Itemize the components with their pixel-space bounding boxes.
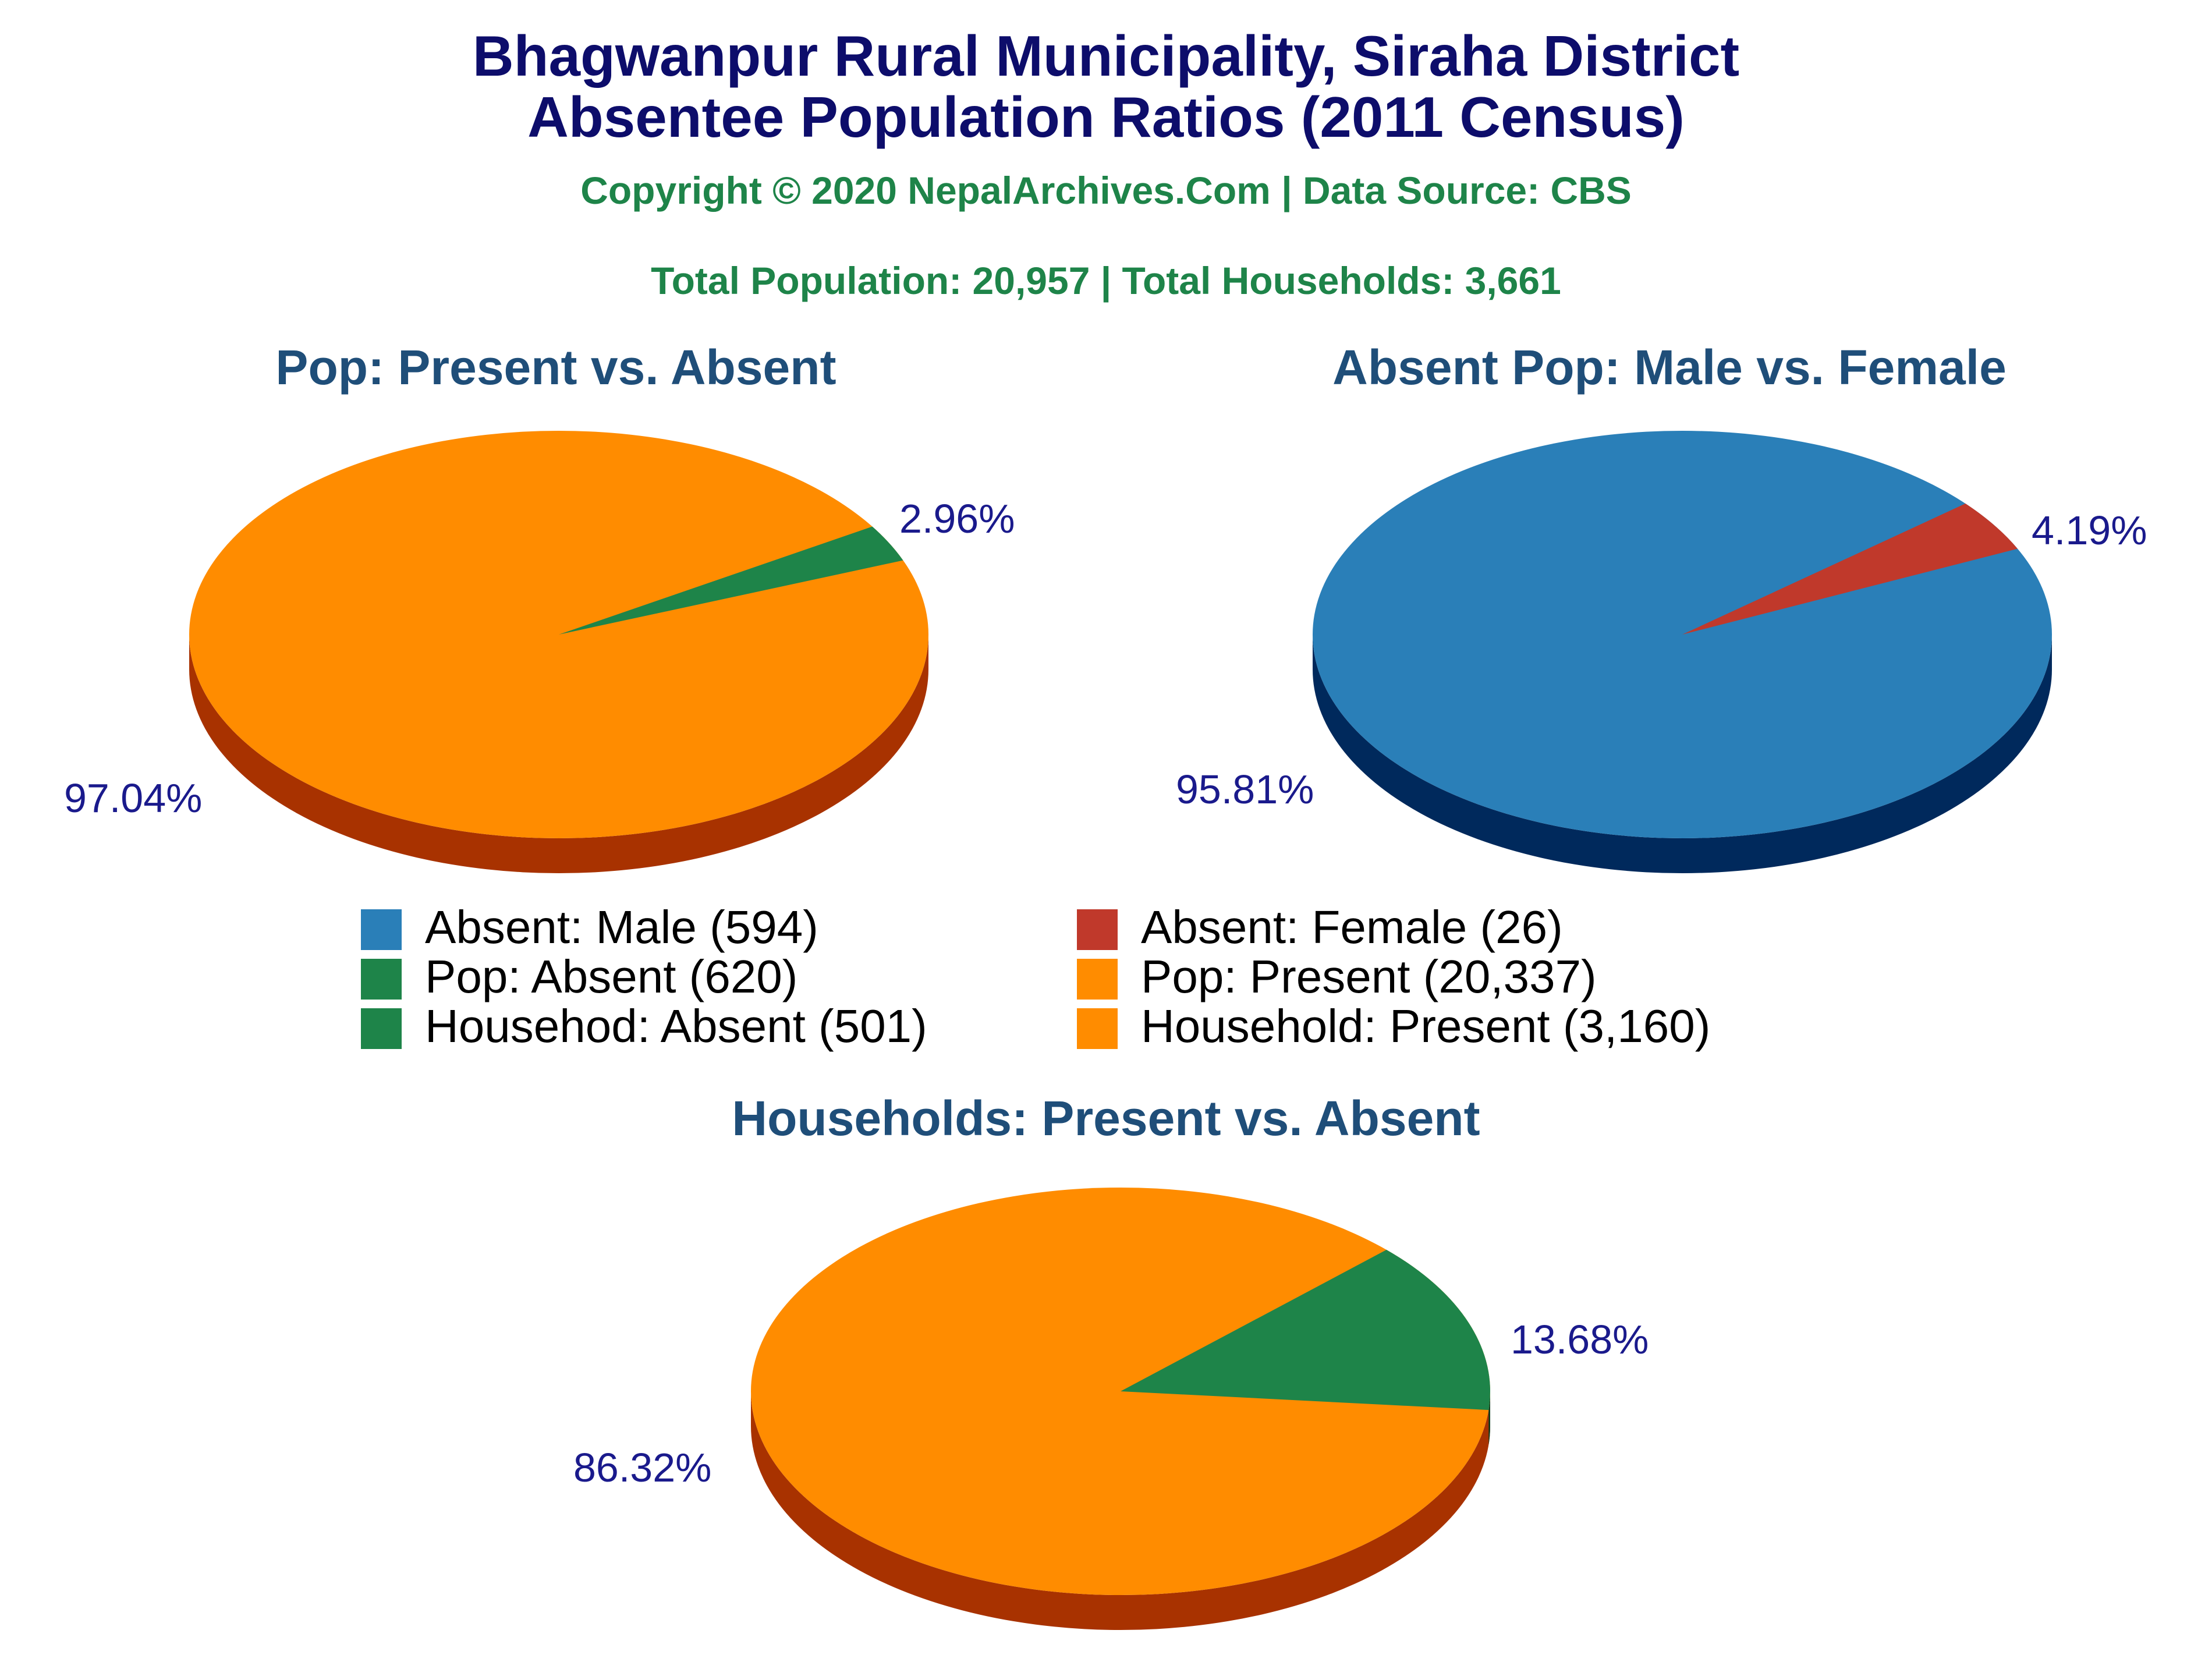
legend-swatch (1077, 959, 1118, 1000)
legend-label: Househod: Absent (501) (425, 1000, 927, 1052)
pie-side-wall (1313, 635, 2052, 873)
legend-swatch (1077, 1008, 1118, 1049)
legend-label: Absent: Male (594) (425, 901, 818, 953)
pie-chart-absent-gender: 95.81% 4.19% (1176, 431, 2147, 873)
legend: Absent: Male (594) Absent: Female (26)Pop… (361, 901, 1710, 1052)
percent-label-present: 97.04% (64, 775, 202, 821)
legend-label: Pop: Present (20,337) (1141, 951, 1597, 1002)
pie-chart-pop: 97.04% 2.96% (64, 431, 1015, 873)
pie-slice-absent (559, 526, 903, 635)
legend-label: Pop: Absent (620) (425, 951, 797, 1002)
pie-title-pop: Pop: Present vs. Absent (275, 340, 836, 395)
chart-title-line1: Bhagwanpur Rural Municipality, Siraha Di… (473, 24, 1739, 88)
pie-slice-absent (1121, 1249, 1490, 1411)
pie-side-wall (751, 1391, 1490, 1630)
pie-side-small (1488, 1391, 1490, 1445)
pie-slice-female (1682, 504, 2018, 635)
percent-label-male: 95.81% (1176, 767, 1314, 812)
pie-side-wall (189, 635, 928, 873)
pie-title-absent-gender: Absent Pop: Male vs. Female (1332, 340, 2007, 395)
pie-title-households: Households: Present vs. Absent (732, 1091, 1480, 1146)
legend-swatch (361, 959, 402, 1000)
legend-label: Absent: Female (26) (1141, 901, 1563, 953)
chart-title-line2: Absentee Population Ratios (2011 Census) (527, 85, 1685, 149)
percent-label-female: 4.19% (2032, 508, 2147, 553)
legend-swatch (361, 1008, 402, 1049)
totals-text: Total Population: 20,957 | Total Househo… (651, 259, 1561, 303)
legend-label: Household: Present (3,160) (1141, 1000, 1710, 1052)
percent-label-absent: 2.96% (899, 496, 1015, 541)
percent-label-absent: 13.68% (1511, 1317, 1649, 1362)
legend-swatch (361, 909, 402, 950)
percent-label-present: 86.32% (573, 1445, 711, 1490)
copyright-text: Copyright © 2020 NepalArchives.Com | Dat… (580, 169, 1632, 213)
pie-chart-households: 86.32% 13.68% (573, 1188, 1649, 1630)
legend-swatch (1077, 909, 1118, 950)
